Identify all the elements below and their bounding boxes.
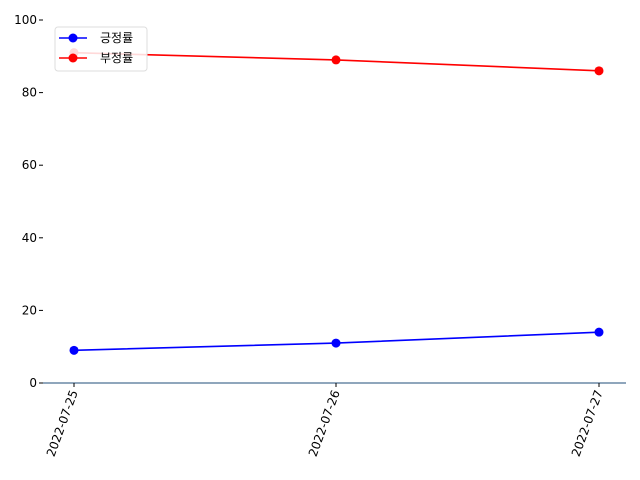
y-tick-label: 20 [22,303,37,317]
y-tick-label: 60 [22,158,37,172]
x-tick-group: 2022-07-25 2022-07-26 2022-07-27 [44,383,606,459]
x-tick-label: 2022-07-25 [44,388,81,458]
legend-label: 긍정률 [100,31,133,45]
x-tick-label: 2022-07-27 [569,388,606,458]
data-point [594,327,604,337]
legend-marker [68,53,78,63]
legend: 긍정률 부정률 [54,26,148,72]
legend-entry: 부정률 [59,51,133,65]
y-tick-label: 40 [22,231,37,245]
y-axis: 0 20 40 60 80 100 [14,13,43,390]
legend-marker [68,33,78,43]
y-tick-label: 100 [14,13,37,27]
x-tick-label: 2022-07-26 [306,388,343,458]
data-point [594,66,604,76]
data-point [69,345,79,355]
data-point [331,55,341,65]
legend-label: 부정률 [100,51,133,65]
y-tick-label: 0 [29,376,37,390]
data-point [331,338,341,348]
y-tick-label: 80 [22,86,37,100]
legend-entry: 긍정률 [59,31,133,45]
series-layer [69,48,604,355]
